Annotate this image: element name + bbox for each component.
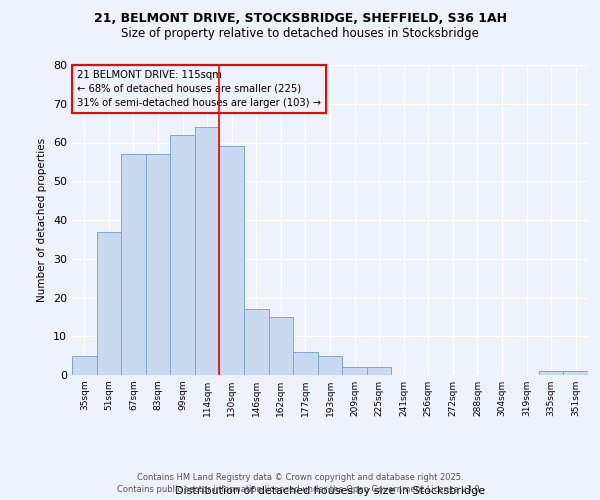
Bar xyxy=(318,356,342,375)
Bar xyxy=(367,367,391,375)
Text: 21 BELMONT DRIVE: 115sqm
← 68% of detached houses are smaller (225)
31% of semi-: 21 BELMONT DRIVE: 115sqm ← 68% of detach… xyxy=(77,70,321,108)
Bar xyxy=(146,154,170,375)
Bar xyxy=(97,232,121,375)
Bar xyxy=(244,309,269,375)
Bar xyxy=(195,127,220,375)
Bar xyxy=(563,371,588,375)
Bar xyxy=(293,352,318,375)
Text: Contains HM Land Registry data © Crown copyright and database right 2025.: Contains HM Land Registry data © Crown c… xyxy=(137,472,463,482)
Bar xyxy=(342,367,367,375)
Bar xyxy=(72,356,97,375)
Text: Contains public sector information licensed under the Open Government Licence v3: Contains public sector information licen… xyxy=(118,485,482,494)
Text: Size of property relative to detached houses in Stocksbridge: Size of property relative to detached ho… xyxy=(121,28,479,40)
Bar xyxy=(269,317,293,375)
Bar xyxy=(220,146,244,375)
Bar xyxy=(121,154,146,375)
Bar xyxy=(539,371,563,375)
X-axis label: Distribution of detached houses by size in Stocksbridge: Distribution of detached houses by size … xyxy=(175,486,485,496)
Text: 21, BELMONT DRIVE, STOCKSBRIDGE, SHEFFIELD, S36 1AH: 21, BELMONT DRIVE, STOCKSBRIDGE, SHEFFIE… xyxy=(94,12,506,26)
Bar xyxy=(170,134,195,375)
Y-axis label: Number of detached properties: Number of detached properties xyxy=(37,138,47,302)
